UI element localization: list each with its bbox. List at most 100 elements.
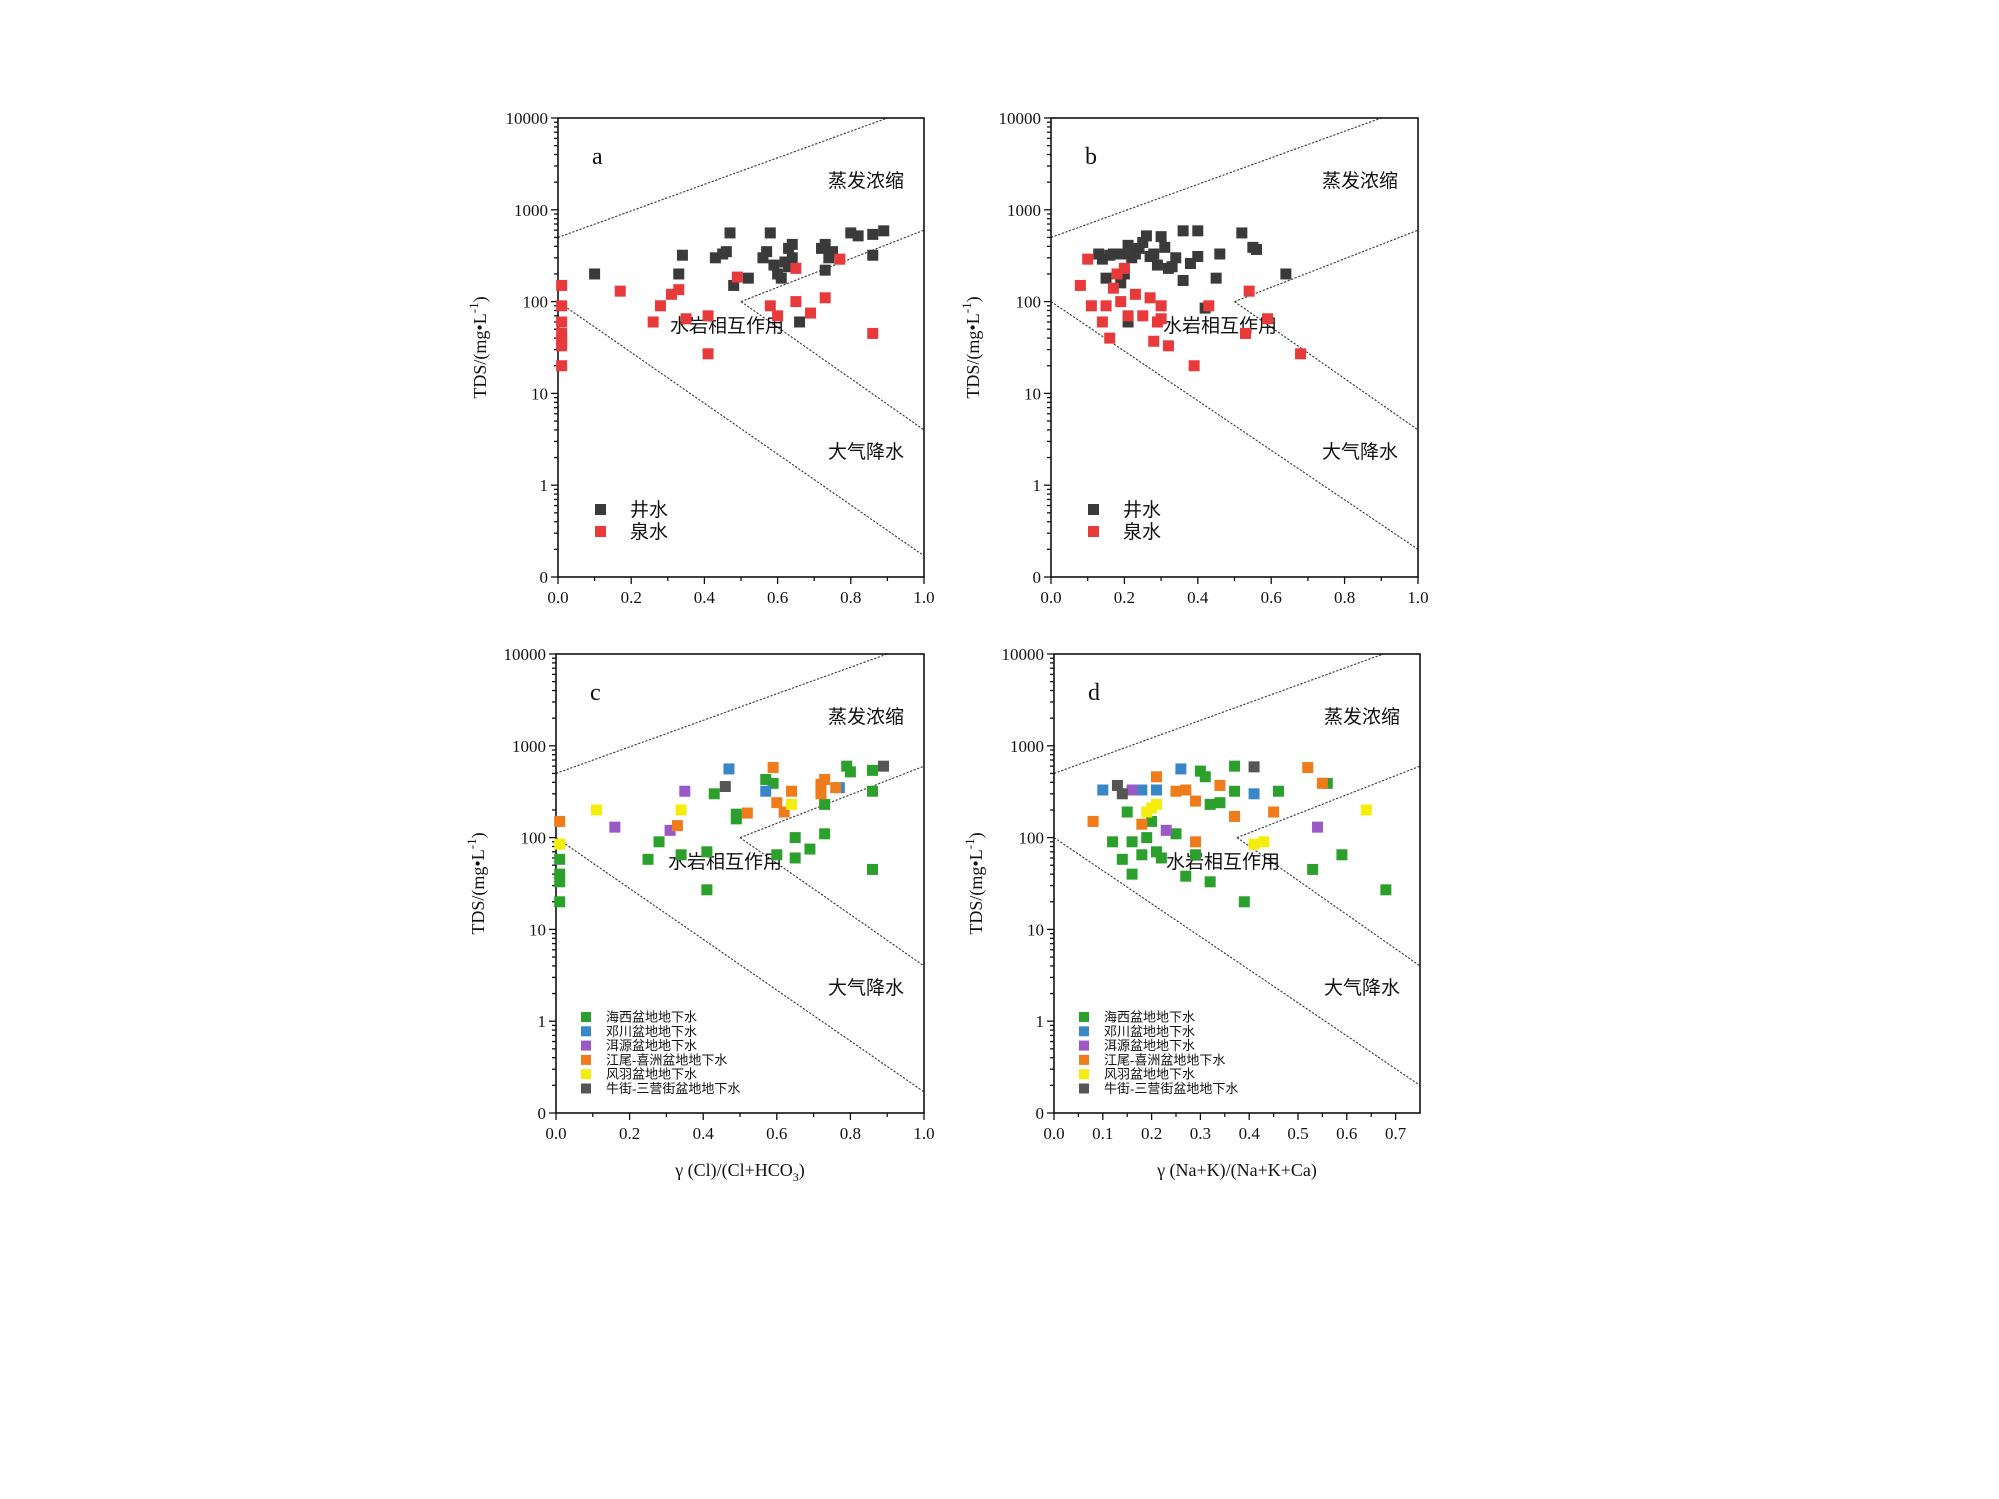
series-0 <box>554 760 878 908</box>
data-point <box>741 807 753 819</box>
data-points <box>556 225 890 372</box>
data-point <box>1085 300 1097 312</box>
legend-marker <box>581 1026 591 1037</box>
data-point <box>819 798 831 810</box>
data-point <box>1192 250 1204 262</box>
data-point <box>1122 239 1134 251</box>
legend-label: 泉水 <box>630 521 668 543</box>
data-point <box>1180 784 1192 796</box>
y-axis-title: TDS/(mg•L-1) <box>466 296 491 398</box>
data-point <box>757 252 769 264</box>
y-tick-label: 1 <box>1033 476 1042 495</box>
data-point <box>819 264 831 276</box>
legend-marker <box>581 1083 591 1094</box>
series-1 <box>1074 253 1307 372</box>
y-title-main: TDS/(mg•L <box>468 849 489 934</box>
y-axis: 0 1 10 100 1000 10000 <box>506 109 558 587</box>
data-point <box>554 853 566 865</box>
data-point <box>1146 815 1158 827</box>
x-tick-label: 0.4 <box>693 1124 715 1143</box>
envelope-line-0 <box>1051 118 1382 238</box>
x-tick-label: 0.0 <box>1040 588 1061 607</box>
data-point <box>1118 262 1130 274</box>
y-axis: 0 1 10 100 1000 10000 <box>504 645 556 1123</box>
data-point <box>1190 795 1202 807</box>
data-point <box>590 804 602 816</box>
data-point <box>1111 779 1123 791</box>
legend-label: 海西盆地地下水 <box>1104 1010 1195 1025</box>
x-title-end: ) <box>799 1160 805 1181</box>
data-point <box>1126 784 1138 796</box>
data-point <box>1248 838 1260 850</box>
data-point <box>1214 779 1226 791</box>
region-evaporation: 蒸发浓缩 <box>1322 170 1398 192</box>
data-point <box>1096 253 1108 265</box>
data-point <box>1214 797 1226 809</box>
data-point <box>1204 876 1216 888</box>
envelope-lines <box>1054 654 1420 1086</box>
data-point <box>1238 896 1250 908</box>
data-point <box>676 249 688 261</box>
data-point <box>702 348 714 360</box>
data-point <box>786 785 798 797</box>
data-point <box>778 806 790 818</box>
y-title-main: TDS/(mg•L <box>966 849 987 934</box>
legend-marker <box>1079 1026 1089 1037</box>
data-point <box>827 246 838 258</box>
data-point <box>1122 310 1134 322</box>
region-evaporation: 蒸发浓缩 <box>828 706 904 728</box>
data-point <box>1194 765 1206 777</box>
data-point <box>1148 248 1160 260</box>
series-4 <box>554 798 798 850</box>
data-point <box>772 310 784 322</box>
data-point <box>1192 225 1204 237</box>
envelope-line-0 <box>1054 654 1384 774</box>
data-point <box>708 788 720 800</box>
data-point <box>764 300 776 312</box>
y-tick-label: 1000 <box>514 201 548 220</box>
x-tick-label: 1.0 <box>1407 588 1428 607</box>
data-point <box>642 853 654 865</box>
y-title-end: ) <box>470 296 491 302</box>
data-point <box>1122 316 1134 328</box>
data-point <box>845 227 857 239</box>
x-axis-title: γ (Na+K)/(Na+K+Ca) <box>1156 1160 1317 1181</box>
region-precipitation: 大气降水 <box>1324 977 1400 999</box>
data-point <box>1188 360 1200 372</box>
series-2 <box>1126 784 1324 836</box>
legend-marker <box>1088 526 1099 537</box>
y-axis-title: TDS/(mg•L-1) <box>962 832 987 934</box>
y-title-sup: -1 <box>962 838 977 849</box>
legend-marker <box>581 1054 591 1065</box>
legend-marker <box>1079 1069 1089 1080</box>
data-point <box>556 360 568 372</box>
y-tick-label: 1 <box>1036 1012 1045 1031</box>
envelope-line-2 <box>740 229 924 303</box>
data-point <box>779 256 791 268</box>
y-title-end: ) <box>963 296 984 302</box>
panel-letter: c <box>590 680 601 706</box>
region-evaporation: 蒸发浓缩 <box>1324 706 1400 728</box>
data-point <box>742 272 754 284</box>
legend-label: 牛街-三营街盆地地下水 <box>606 1081 740 1096</box>
data-point <box>1248 761 1260 773</box>
data-point <box>1160 824 1172 836</box>
envelope-line-3 <box>739 837 924 967</box>
data-point <box>1107 836 1119 848</box>
data-point <box>728 279 740 291</box>
data-point <box>819 238 831 250</box>
series-0 <box>589 225 890 328</box>
y-title-sup: -1 <box>959 302 974 313</box>
data-point <box>1150 846 1162 858</box>
panel-letter: d <box>1088 680 1100 706</box>
x-title-sub: 3 <box>793 1170 799 1184</box>
data-point <box>1258 836 1270 848</box>
data-point <box>671 820 683 832</box>
y-tick-label: 10 <box>529 920 546 939</box>
data-point <box>867 327 879 339</box>
data-points <box>554 760 890 908</box>
data-point <box>760 785 772 797</box>
data-point <box>866 764 878 776</box>
x-tick-label: 0.2 <box>1114 588 1135 607</box>
